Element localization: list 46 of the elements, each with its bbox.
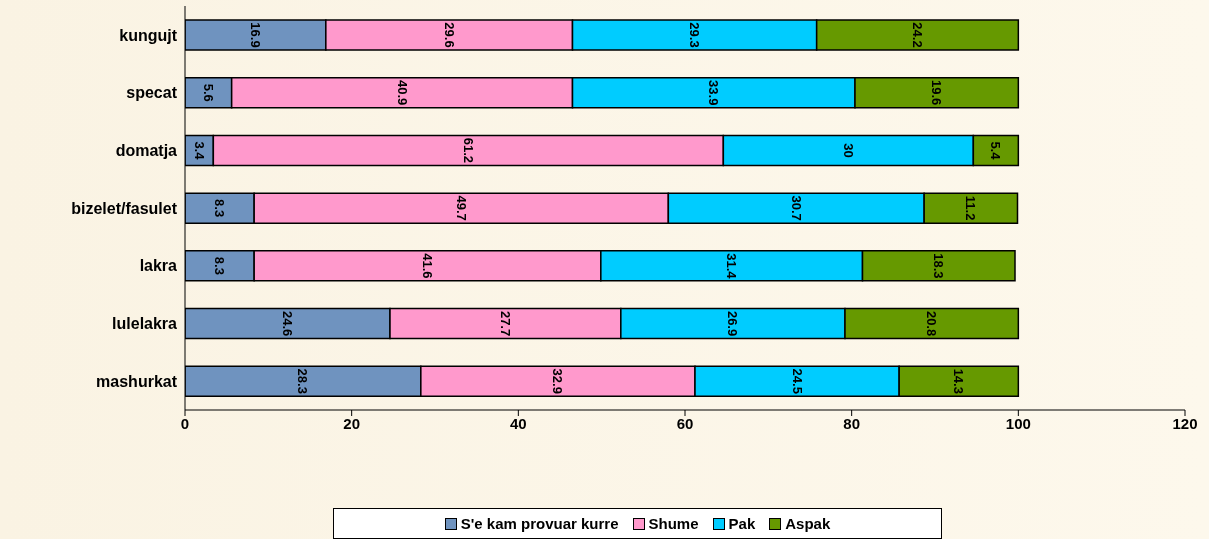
y-tick-label: mashurkat (96, 372, 178, 390)
data-label: 3.4 (191, 141, 207, 161)
x-tick-label: 20 (343, 414, 361, 432)
legend-label: Aspak (785, 515, 831, 532)
y-tick-label: lulelakra (112, 315, 178, 333)
data-label: 24.6 (280, 310, 295, 337)
data-label: 49.7 (453, 195, 469, 221)
x-tick-label: 120 (1172, 414, 1198, 432)
data-label: 31.4 (724, 253, 740, 280)
data-label: 20.8 (924, 310, 940, 337)
data-label: 14.3 (951, 368, 967, 394)
x-tick-label: 80 (843, 414, 861, 432)
data-label: 28.3 (295, 368, 311, 394)
data-label: 61.2 (460, 137, 476, 164)
data-label: 8.3 (212, 199, 228, 218)
data-label: 29.6 (441, 22, 457, 48)
data-label: 5.6 (200, 83, 216, 102)
legend-label: S'e kam provuar kurre (460, 515, 619, 532)
data-label: 24.2 (910, 22, 925, 48)
y-tick-label: specat (126, 84, 178, 102)
data-label: 29.3 (687, 22, 703, 48)
data-label: 26.9 (725, 310, 741, 337)
x-tick-label: 0 (180, 414, 190, 432)
x-tick-label: 60 (676, 414, 694, 432)
data-label: 27.7 (497, 310, 513, 337)
y-tick-label: domatja (115, 141, 178, 159)
y-tick-label: bizelet/fasulet (71, 199, 178, 217)
x-tick-label: 40 (509, 414, 527, 432)
data-label: 33.9 (706, 80, 722, 106)
data-label: 8.3 (212, 256, 228, 275)
data-label: 32.9 (550, 368, 566, 394)
legend-label: Shume (648, 515, 699, 532)
data-label: 16.9 (247, 22, 263, 48)
y-tick-label: lakra (139, 257, 178, 275)
data-label: 30.7 (788, 195, 804, 221)
data-label: 30 (840, 143, 856, 158)
data-label: 24.5 (789, 368, 805, 394)
data-label: 40.9 (394, 80, 410, 106)
data-label: 11.2 (963, 195, 979, 221)
y-tick-label: kungujt (119, 26, 178, 44)
data-label: 41.6 (420, 253, 435, 279)
data-label: 18.3 (931, 253, 947, 279)
x-tick-label: 100 (1005, 414, 1031, 432)
data-label: 5.4 (988, 141, 1004, 161)
legend-label: Pak (728, 515, 756, 532)
data-label: 19.6 (929, 80, 945, 106)
